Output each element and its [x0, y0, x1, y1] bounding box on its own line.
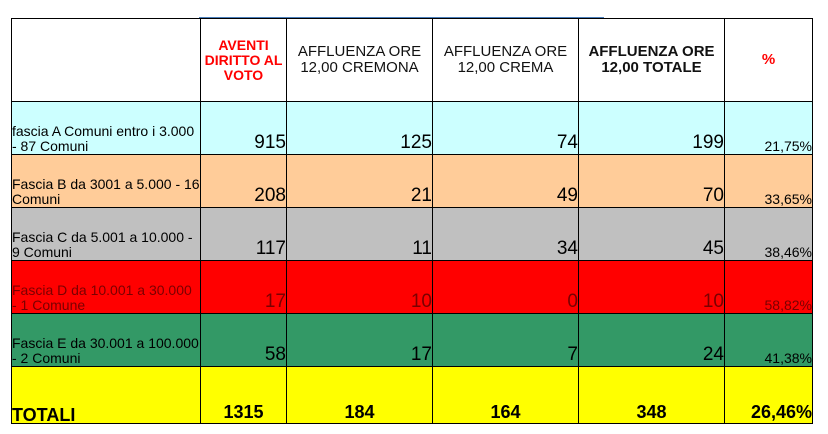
affluenza-table: AVENTI DIRITTO AL VOTO AFFLUENZA ORE 12,… — [11, 18, 813, 424]
cell-percent: 21,75% — [724, 101, 813, 155]
cell-crema: 34 — [432, 207, 579, 261]
totals-crema: 164 — [432, 366, 579, 424]
cell-totale: 24 — [578, 313, 725, 367]
header-cremona: AFFLUENZA ORE 12,00 CREMONA — [286, 18, 433, 102]
cell-totale: 10 — [578, 260, 725, 314]
table-row: Fascia B da 3001 a 5.000 - 16 Comuni 208… — [11, 154, 813, 208]
cell-cremona: 125 — [286, 101, 433, 155]
cell-aventi: 58 — [200, 313, 287, 367]
cell-cremona: 11 — [286, 207, 433, 261]
row-label: Fascia C da 5.001 a 10.000 - 9 Comuni — [11, 207, 201, 261]
table-row: Fascia E da 30.001 a 100.000 - 2 Comuni … — [11, 313, 813, 367]
header-crema: AFFLUENZA ORE 12,00 CREMA — [432, 18, 579, 102]
header-totale: AFFLUENZA ORE 12,00 TOTALE — [578, 18, 725, 102]
header-percent: % — [724, 18, 813, 102]
cell-totale: 199 — [578, 101, 725, 155]
row-label: Fascia D da 10.001 a 30.000 - 1 Comune — [11, 260, 201, 314]
cell-crema: 0 — [432, 260, 579, 314]
cell-totale: 70 — [578, 154, 725, 208]
cell-percent: 41,38% — [724, 313, 813, 367]
cell-crema: 7 — [432, 313, 579, 367]
table-row: Fascia D da 10.001 a 30.000 - 1 Comune 1… — [11, 260, 813, 314]
header-row: AVENTI DIRITTO AL VOTO AFFLUENZA ORE 12,… — [11, 18, 813, 102]
row-label: Fascia B da 3001 a 5.000 - 16 Comuni — [11, 154, 201, 208]
totals-cremona: 184 — [286, 366, 433, 424]
cell-percent: 58,82% — [724, 260, 813, 314]
totals-totale: 348 — [578, 366, 725, 424]
cell-aventi: 915 — [200, 101, 287, 155]
cell-aventi: 117 — [200, 207, 287, 261]
cell-crema: 74 — [432, 101, 579, 155]
totals-aventi: 1315 — [200, 366, 287, 424]
cell-percent: 38,46% — [724, 207, 813, 261]
table-row: Fascia C da 5.001 a 10.000 - 9 Comuni 11… — [11, 207, 813, 261]
totals-row: TOTALI 1315 184 164 348 26,46% — [11, 366, 813, 424]
header-aventi: AVENTI DIRITTO AL VOTO — [200, 18, 287, 102]
row-label: Fascia E da 30.001 a 100.000 - 2 Comuni — [11, 313, 201, 367]
totals-percent: 26,46% — [724, 366, 813, 424]
cell-percent: 33,65% — [724, 154, 813, 208]
cell-cremona: 17 — [286, 313, 433, 367]
header-label-cell — [11, 18, 201, 102]
cell-aventi: 17 — [200, 260, 287, 314]
totals-label: TOTALI — [11, 366, 201, 424]
row-label: fascia A Comuni entro i 3.000 - 87 Comun… — [11, 101, 201, 155]
table-row: fascia A Comuni entro i 3.000 - 87 Comun… — [11, 101, 813, 155]
cell-crema: 49 — [432, 154, 579, 208]
cell-aventi: 208 — [200, 154, 287, 208]
cell-cremona: 21 — [286, 154, 433, 208]
cell-cremona: 10 — [286, 260, 433, 314]
cell-totale: 45 — [578, 207, 725, 261]
